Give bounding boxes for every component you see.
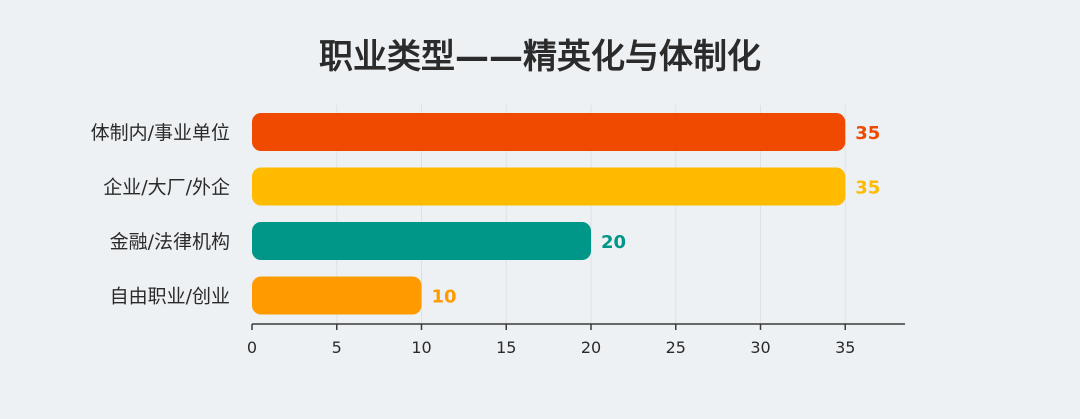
category-label-0: 体制内/事业单位: [91, 122, 230, 144]
x-tick-label-25: 25: [666, 338, 686, 357]
x-axis: 0 5 10 15 20 25 30 35: [247, 323, 905, 357]
x-tick-label-5: 5: [332, 338, 342, 357]
value-label-2: 20: [601, 232, 626, 253]
bar-1: [252, 167, 846, 206]
bars: 体制内/事业单位 35 企业/大厂/外企 35 金融/法律机构 20 自由职业/创业 10: [91, 113, 880, 315]
bar-2: [252, 222, 591, 260]
x-tick-label-10: 10: [411, 338, 431, 357]
x-tick-label-35: 35: [835, 338, 855, 357]
value-label-3: 10: [432, 287, 457, 308]
x-tick-label-20: 20: [581, 338, 601, 357]
chart-title: 职业类型——精英化与体制化: [319, 37, 761, 77]
value-label-1: 35: [855, 178, 880, 199]
x-tick-label-30: 30: [750, 338, 770, 357]
category-label-1: 企业/大厂/外企: [103, 177, 230, 199]
category-label-2: 金融/法律机构: [110, 231, 230, 253]
bar-3: [252, 276, 422, 315]
value-label-0: 35: [855, 123, 880, 144]
category-label-3: 自由职业/创业: [110, 286, 230, 308]
x-tick-label-15: 15: [496, 338, 516, 357]
bar-0: [252, 113, 846, 151]
x-tick-label-0: 0: [247, 338, 257, 357]
